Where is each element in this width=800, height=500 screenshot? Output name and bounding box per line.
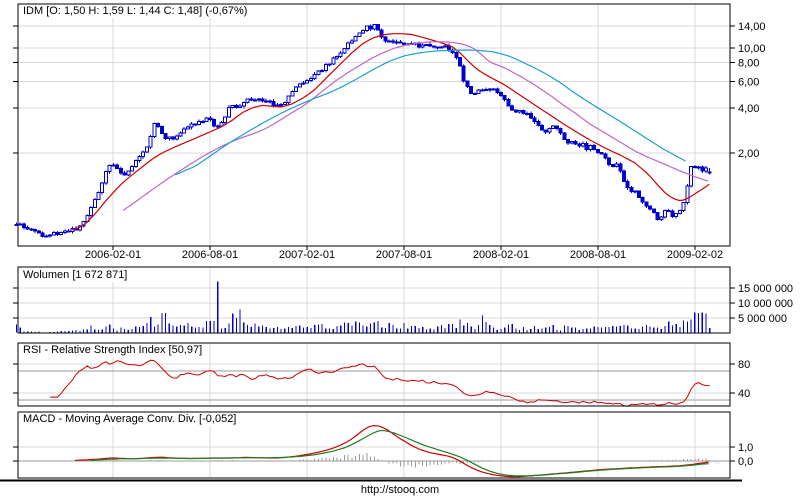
date-axis-label: 2008-08-01 [570,249,626,261]
volume-axis-label: 15 000 000 [738,283,793,295]
candlestick-series [14,23,712,238]
rsi-line [49,359,710,407]
footer: http://stooq.com [0,484,800,496]
date-axis-label: 2006-02-01 [85,249,141,261]
date-axis-label: 2007-08-01 [376,249,432,261]
price-axis-label: 6,00 [738,76,759,88]
macd-lines [74,425,709,478]
date-axis-label: 2008-02-01 [473,249,529,261]
rsi-axis-label: 80 [738,359,750,371]
macd-histogram [90,453,711,468]
macd-axis-label: 0,0 [738,456,753,468]
volume-bars [15,281,711,333]
volume-axis-label: 5 000 000 [738,313,787,325]
axes: 14,00 10,00 8,00 6,00 4,00 2,00 15 000 000 10 0… [0,3,793,482]
date-axis-label: 2009-02-02 [667,249,723,261]
macd-panel-title: MACD - Moving Average Conv. Div. [-0,052… [21,413,239,426]
rsi-axis-label: 40 [738,388,750,400]
price-panel-title: IDM [O: 1,50 H: 1,59 L: 1,44 C: 1,48] (-… [21,5,250,18]
price-axis-label: 14,00 [738,21,766,33]
macd-axis-label: 1,0 [738,442,753,454]
price-axis-label: 2,00 [738,148,759,160]
date-axis-label: 2007-02-01 [279,249,335,261]
volume-panel-title: Wolumen [1 672 871] [21,269,130,282]
volume-axis-label: 10 000 000 [738,298,793,310]
moving-averages [71,33,710,230]
price-axis-label: 8,00 [738,58,759,70]
date-axis-label: 2006-08-01 [182,249,238,261]
rsi-panel-title: RSI - Relative Strength Index [50,97] [21,344,205,357]
price-axis-label: 4,00 [738,103,759,115]
grid-lines [18,4,730,478]
footer-link[interactable]: http://stooq.com [360,484,440,496]
price-axis-label: 10,00 [738,43,766,55]
